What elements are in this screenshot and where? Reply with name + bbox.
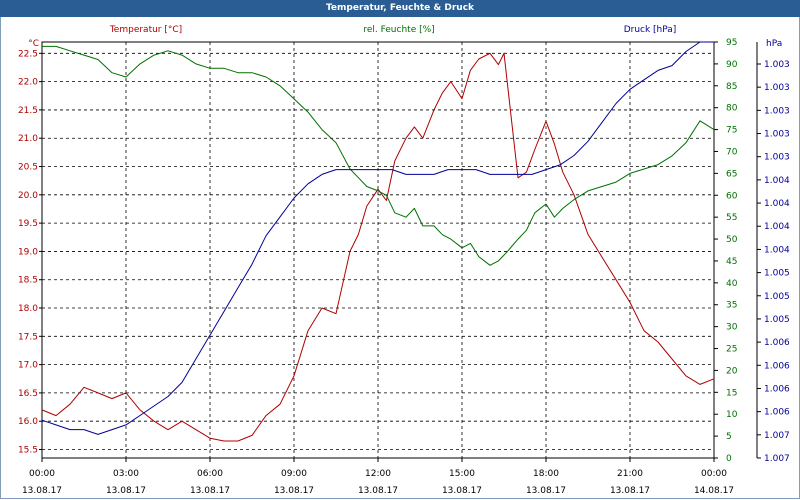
humidity-tick-label: 20 xyxy=(726,366,738,376)
chart-frame: 15.5 16.0 16.5 17.0 17.5 18.0 18.5 19.0 19.5 20.0… xyxy=(0,17,800,499)
pressure-axis-title: Druck [hPa] xyxy=(624,25,677,35)
temperature-axis-title: Temperatur [°C] xyxy=(109,25,182,35)
humidity-tick-label: 50 xyxy=(726,235,738,245)
humidity-tick-label: 55 xyxy=(726,213,737,223)
pressure-tick-label: 1.005 xyxy=(764,315,790,325)
humidity-series-line xyxy=(42,45,715,266)
temperature-tick-label: 15.5 xyxy=(18,446,38,456)
temperature-tick-label: 19.0 xyxy=(18,247,38,257)
temperature-series-line xyxy=(41,52,715,442)
x-tick-date-label: 13.08.17 xyxy=(106,486,146,496)
temperature-tick-label: 16.5 xyxy=(18,389,38,399)
pressure-unit-label: hPa xyxy=(766,39,782,49)
humidity-tick-label: 15 xyxy=(726,388,737,398)
temperature-tick-label: 17.5 xyxy=(18,332,38,342)
x-tick-time-label: 09:00 xyxy=(281,469,307,479)
humidity-tick-label: 10 xyxy=(726,410,738,420)
temperature-tick-label: 20.5 xyxy=(18,163,38,173)
chart-svg: 15.5 16.0 16.5 17.0 17.5 18.0 18.5 19.0 19.5 20.0… xyxy=(18,25,790,496)
x-tick-time-label: 00:00 xyxy=(701,469,727,479)
humidity-tick-label: 0 xyxy=(726,454,732,464)
pressure-tick-label: 1.003 xyxy=(764,83,790,93)
humidity-tick-label: 75 xyxy=(726,126,737,136)
x-tick-date-label: 14.08.17 xyxy=(694,486,734,496)
pressure-tick-label: 1.003 xyxy=(764,130,790,140)
pressure-tick-label: 1.003 xyxy=(764,60,790,70)
x-tick-date-label: 13.08.17 xyxy=(610,486,650,496)
humidity-tick-label: 25 xyxy=(726,345,737,355)
pressure-tick-label: 1.007 xyxy=(764,431,790,441)
x-tick-date-label: 13.08.17 xyxy=(190,486,230,496)
window-title: Temperatur, Feuchte & Druck xyxy=(0,0,800,17)
pressure-tick-label: 1.004 xyxy=(764,199,790,209)
x-tick-date-label: 13.08.17 xyxy=(22,486,62,496)
pressure-tick-label: 1.007 xyxy=(764,454,790,464)
humidity-tick-label: 45 xyxy=(726,257,737,267)
temperature-tick-label: 21.5 xyxy=(18,106,38,116)
humidity-tick-label: 30 xyxy=(726,323,738,333)
x-tick-time-label: 00:00 xyxy=(29,469,55,479)
humidity-axis-title: rel. Feuchte [%] xyxy=(363,25,434,35)
temperature-tick-label: 16.0 xyxy=(18,417,38,427)
pressure-tick-label: 1.004 xyxy=(764,176,790,186)
humidity-tick-label: 70 xyxy=(726,147,738,157)
pressure-tick-label: 1.004 xyxy=(764,245,790,255)
pressure-tick-label: 1.003 xyxy=(764,153,790,163)
pressure-tick-label: 1.006 xyxy=(764,384,790,394)
x-tick-date-label: 13.08.17 xyxy=(442,486,482,496)
x-tick-time-label: 21:00 xyxy=(617,469,643,479)
temperature-tick-label: 17.0 xyxy=(18,361,38,371)
pressure-tick-label: 1.005 xyxy=(764,269,790,279)
humidity-tick-label: 85 xyxy=(726,82,737,92)
x-tick-time-label: 06:00 xyxy=(197,469,223,479)
x-tick-date-label: 13.08.17 xyxy=(274,486,314,496)
humidity-tick-label: 65 xyxy=(726,169,737,179)
x-tick-time-label: 12:00 xyxy=(365,469,391,479)
humidity-tick-label: 80 xyxy=(726,104,738,114)
pressure-tick-label: 1.003 xyxy=(764,106,790,116)
pressure-tick-label: 1.006 xyxy=(764,338,790,348)
temperature-tick-label: 22.5 xyxy=(18,49,38,59)
humidity-tick-label: 35 xyxy=(726,301,737,311)
humidity-tick-label: 40 xyxy=(726,279,738,289)
temperature-tick-label: 18.5 xyxy=(18,276,38,286)
pressure-tick-label: 1.005 xyxy=(764,292,790,302)
temperature-unit-label: °C xyxy=(28,39,39,49)
humidity-tick-label: 95 xyxy=(726,38,737,48)
humidity-tick-label: 60 xyxy=(726,191,738,201)
pressure-series-line xyxy=(41,41,714,435)
pressure-tick-label: 1.006 xyxy=(764,361,790,371)
x-tick-date-label: 13.08.17 xyxy=(526,486,566,496)
x-tick-time-label: 03:00 xyxy=(113,469,139,479)
temperature-tick-label: 21.0 xyxy=(18,134,38,144)
temperature-tick-label: 18.0 xyxy=(18,304,38,314)
humidity-tick-label: 90 xyxy=(726,60,738,70)
x-tick-date-label: 13.08.17 xyxy=(358,486,398,496)
temperature-tick-label: 19.5 xyxy=(18,219,38,229)
pressure-tick-label: 1.004 xyxy=(764,222,790,232)
x-tick-time-label: 18:00 xyxy=(533,469,559,479)
temperature-tick-label: 20.0 xyxy=(18,191,38,201)
humidity-tick-label: 5 xyxy=(726,432,732,442)
pressure-tick-label: 1.006 xyxy=(764,408,790,418)
x-tick-time-label: 15:00 xyxy=(449,469,475,479)
temperature-tick-label: 22.0 xyxy=(18,78,38,88)
